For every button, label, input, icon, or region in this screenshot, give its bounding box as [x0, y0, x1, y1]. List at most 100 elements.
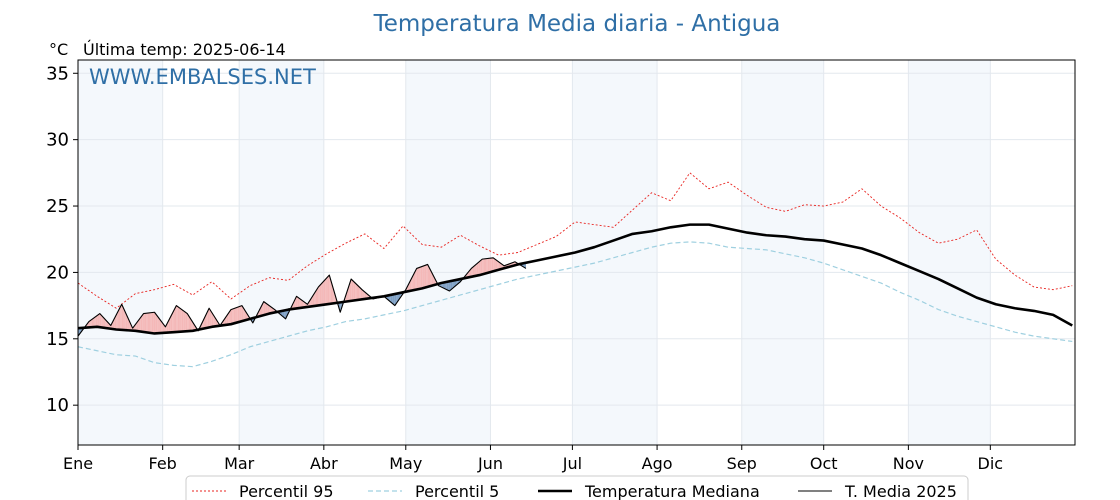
- warm-anomaly: [353, 281, 356, 301]
- warm-anomaly: [105, 319, 107, 329]
- warm-anomaly: [412, 273, 414, 291]
- warm-anomaly: [472, 266, 475, 277]
- warm-anomaly: [114, 314, 117, 330]
- warm-anomaly: [116, 312, 118, 330]
- cold-anomaly: [453, 280, 455, 288]
- warm-anomaly: [491, 257, 494, 272]
- warm-anomaly: [150, 312, 152, 334]
- warm-anomaly: [364, 291, 367, 299]
- warm-anomaly: [187, 313, 189, 332]
- warm-anomaly: [362, 289, 364, 300]
- warm-anomaly: [475, 263, 477, 276]
- x-tick-label: Ene: [63, 454, 93, 473]
- warm-anomaly: [125, 313, 128, 331]
- warm-anomaly: [415, 268, 417, 290]
- cold-anomaly: [389, 294, 391, 303]
- warm-anomaly: [471, 267, 473, 277]
- warm-anomaly: [94, 316, 96, 328]
- warm-anomaly: [144, 313, 147, 333]
- warm-anomaly: [155, 314, 158, 334]
- warm-anomaly: [318, 285, 320, 306]
- warm-anomaly: [487, 258, 490, 273]
- warm-anomaly: [325, 278, 327, 305]
- warm-anomaly: [213, 314, 215, 327]
- warm-anomaly: [123, 307, 125, 331]
- month-band-Nov: [908, 60, 991, 445]
- warm-anomaly: [420, 266, 423, 289]
- warm-anomaly: [490, 257, 492, 273]
- x-tick-label: Dic: [978, 454, 1004, 473]
- warm-anomaly: [326, 276, 328, 305]
- x-tick-label: Feb: [149, 454, 177, 473]
- warm-anomaly: [162, 323, 165, 333]
- warm-anomaly: [265, 302, 267, 315]
- series-line-y2025: [77, 257, 527, 337]
- plot-frame: [77, 59, 1076, 446]
- warm-anomaly: [424, 264, 427, 288]
- warm-anomaly: [117, 309, 119, 330]
- warm-anomaly: [207, 308, 210, 328]
- warm-anomaly: [97, 314, 99, 328]
- warm-anomaly: [236, 307, 238, 323]
- legend-label-p95: Percentil 95: [239, 482, 334, 500]
- warm-anomaly: [357, 285, 360, 300]
- last-temp-label: Última temp: 2025-06-14: [83, 40, 286, 59]
- warm-anomaly: [314, 291, 316, 306]
- warm-anomaly: [235, 307, 237, 324]
- warm-anomaly: [426, 264, 428, 288]
- warm-anomaly: [229, 309, 231, 325]
- warm-anomaly: [146, 313, 148, 333]
- warm-anomaly: [430, 269, 432, 287]
- x-tick-label: Jun: [477, 454, 503, 473]
- warm-anomaly: [330, 279, 333, 304]
- warm-anomaly: [151, 312, 154, 334]
- legend: Percentil 95 Percentil 5 Temperatura Med…: [185, 475, 969, 500]
- warm-anomaly: [173, 308, 175, 333]
- warm-anomaly: [299, 298, 301, 309]
- warm-anomaly: [476, 262, 479, 276]
- warm-anomaly: [360, 288, 363, 300]
- y-tick-label: 20: [46, 262, 69, 283]
- warm-anomaly: [158, 317, 160, 334]
- warm-anomaly: [159, 319, 162, 334]
- warm-anomaly: [422, 265, 424, 289]
- warm-anomaly: [230, 309, 233, 325]
- warm-anomaly: [172, 310, 174, 333]
- warm-anomaly: [352, 280, 354, 301]
- warm-anomaly: [120, 304, 122, 330]
- month-band-Mar: [239, 60, 324, 445]
- x-axis: Ene Feb Mar Abr May Jun Jul Ago Sep Oct Nov Dic: [63, 445, 1003, 473]
- warm-anomaly: [179, 307, 181, 332]
- warm-anomaly: [323, 279, 326, 305]
- warm-anomaly: [267, 304, 270, 314]
- warm-anomaly: [147, 312, 150, 333]
- series-lines: [77, 172, 1073, 368]
- warm-anomaly: [329, 275, 331, 304]
- warm-anomaly: [183, 310, 185, 332]
- warm-anomaly: [270, 306, 272, 314]
- warm-anomaly: [494, 258, 496, 271]
- chart-title: Temperatura Media diaria - Antigua: [373, 11, 781, 37]
- warm-anomaly: [479, 260, 481, 276]
- warm-anomaly: [263, 301, 266, 316]
- warm-anomaly: [140, 315, 143, 332]
- x-tick-label: Jul: [562, 454, 582, 473]
- cold-anomaly: [452, 280, 454, 289]
- warm-anomaly: [419, 266, 421, 289]
- warm-anomaly: [349, 279, 352, 302]
- warm-anomaly: [269, 305, 271, 314]
- cold-anomaly: [450, 280, 453, 290]
- cold-anomaly: [284, 310, 286, 319]
- warm-anomaly: [154, 312, 156, 334]
- warm-anomaly: [153, 312, 155, 334]
- warm-anomaly: [129, 322, 132, 331]
- y-tick-label: 35: [46, 63, 69, 84]
- warm-anomaly: [136, 320, 139, 332]
- warm-anomaly: [124, 310, 126, 331]
- x-tick-label: Abr: [310, 454, 338, 473]
- warm-anomaly: [170, 313, 173, 333]
- warm-anomaly: [327, 275, 330, 305]
- warm-anomaly: [180, 308, 182, 332]
- cold-anomaly: [448, 281, 450, 291]
